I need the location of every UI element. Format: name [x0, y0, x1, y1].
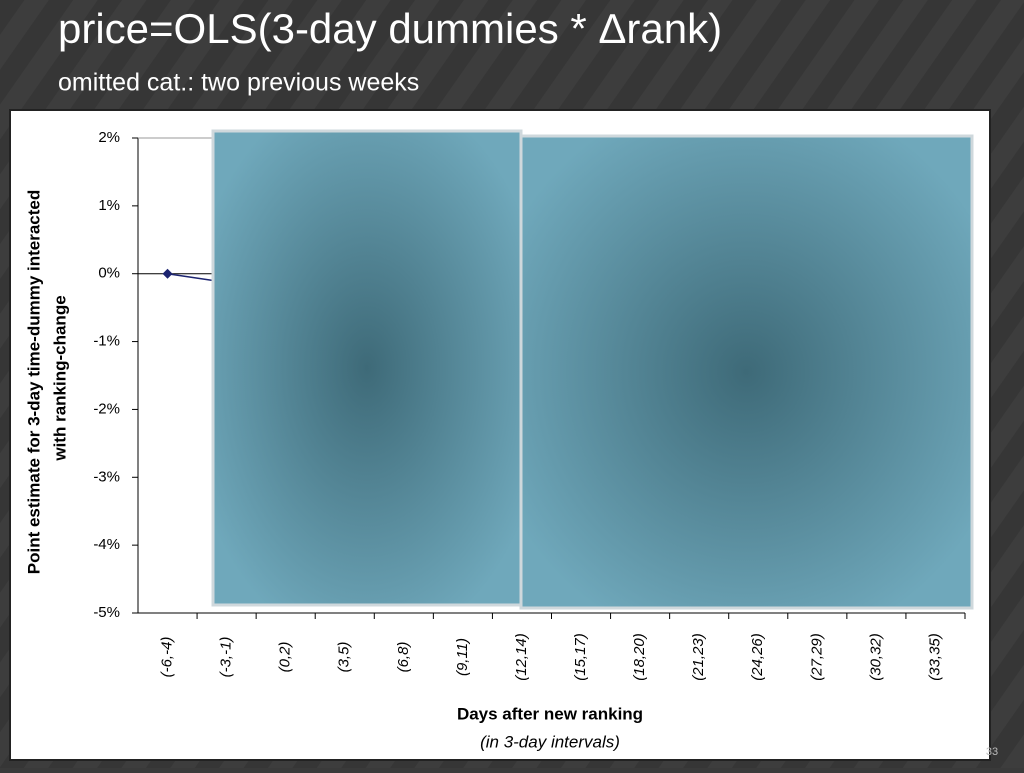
y-tick-label: 0% [98, 265, 120, 282]
slide-subtitle: omitted cat.: two previous weeks [58, 69, 419, 97]
x-tick-label: (18,20) [631, 633, 648, 681]
y-tick-label: -1% [93, 333, 120, 350]
y-tick-label: -3% [93, 468, 120, 485]
x-tick-label: (24,26) [749, 633, 766, 681]
page-number: 33 [986, 746, 998, 758]
y-tick-label: 2% [98, 129, 120, 146]
x-axis-note: (in 3-day intervals) [480, 732, 620, 751]
x-tick-label: (6,8) [395, 642, 412, 673]
marker [162, 268, 173, 279]
x-tick-label: (33,35) [926, 633, 943, 681]
cover-panel [211, 129, 523, 607]
y-axis-title: Point estimate for 3-day time-dummy inte… [24, 190, 43, 574]
cover-panel [519, 134, 974, 610]
x-tick-label: (9,11) [454, 638, 471, 676]
x-tick-label: (-3,-1) [218, 637, 235, 678]
x-tick-label: (21,23) [690, 633, 707, 681]
y-tick-label: -5% [93, 604, 120, 621]
y-axis-title: with ranking-change [50, 295, 69, 461]
y-tick-label: 1% [98, 197, 120, 214]
x-tick-label: (30,32) [867, 633, 884, 681]
x-tick-label: (0,2) [277, 642, 294, 673]
x-tick-label: (-6,-4) [159, 637, 176, 678]
x-tick-label: (12,14) [513, 633, 530, 681]
x-tick-label: (3,5) [336, 642, 353, 673]
x-tick-label: (15,17) [572, 633, 589, 681]
y-tick-label: -2% [93, 400, 120, 417]
x-tick-label: (27,29) [808, 633, 825, 681]
x-axis-title: Days after new ranking [457, 704, 643, 723]
slide-title: price=OLS(3-day dummies * Δrank) [58, 5, 722, 52]
y-tick-label: -4% [93, 536, 120, 553]
